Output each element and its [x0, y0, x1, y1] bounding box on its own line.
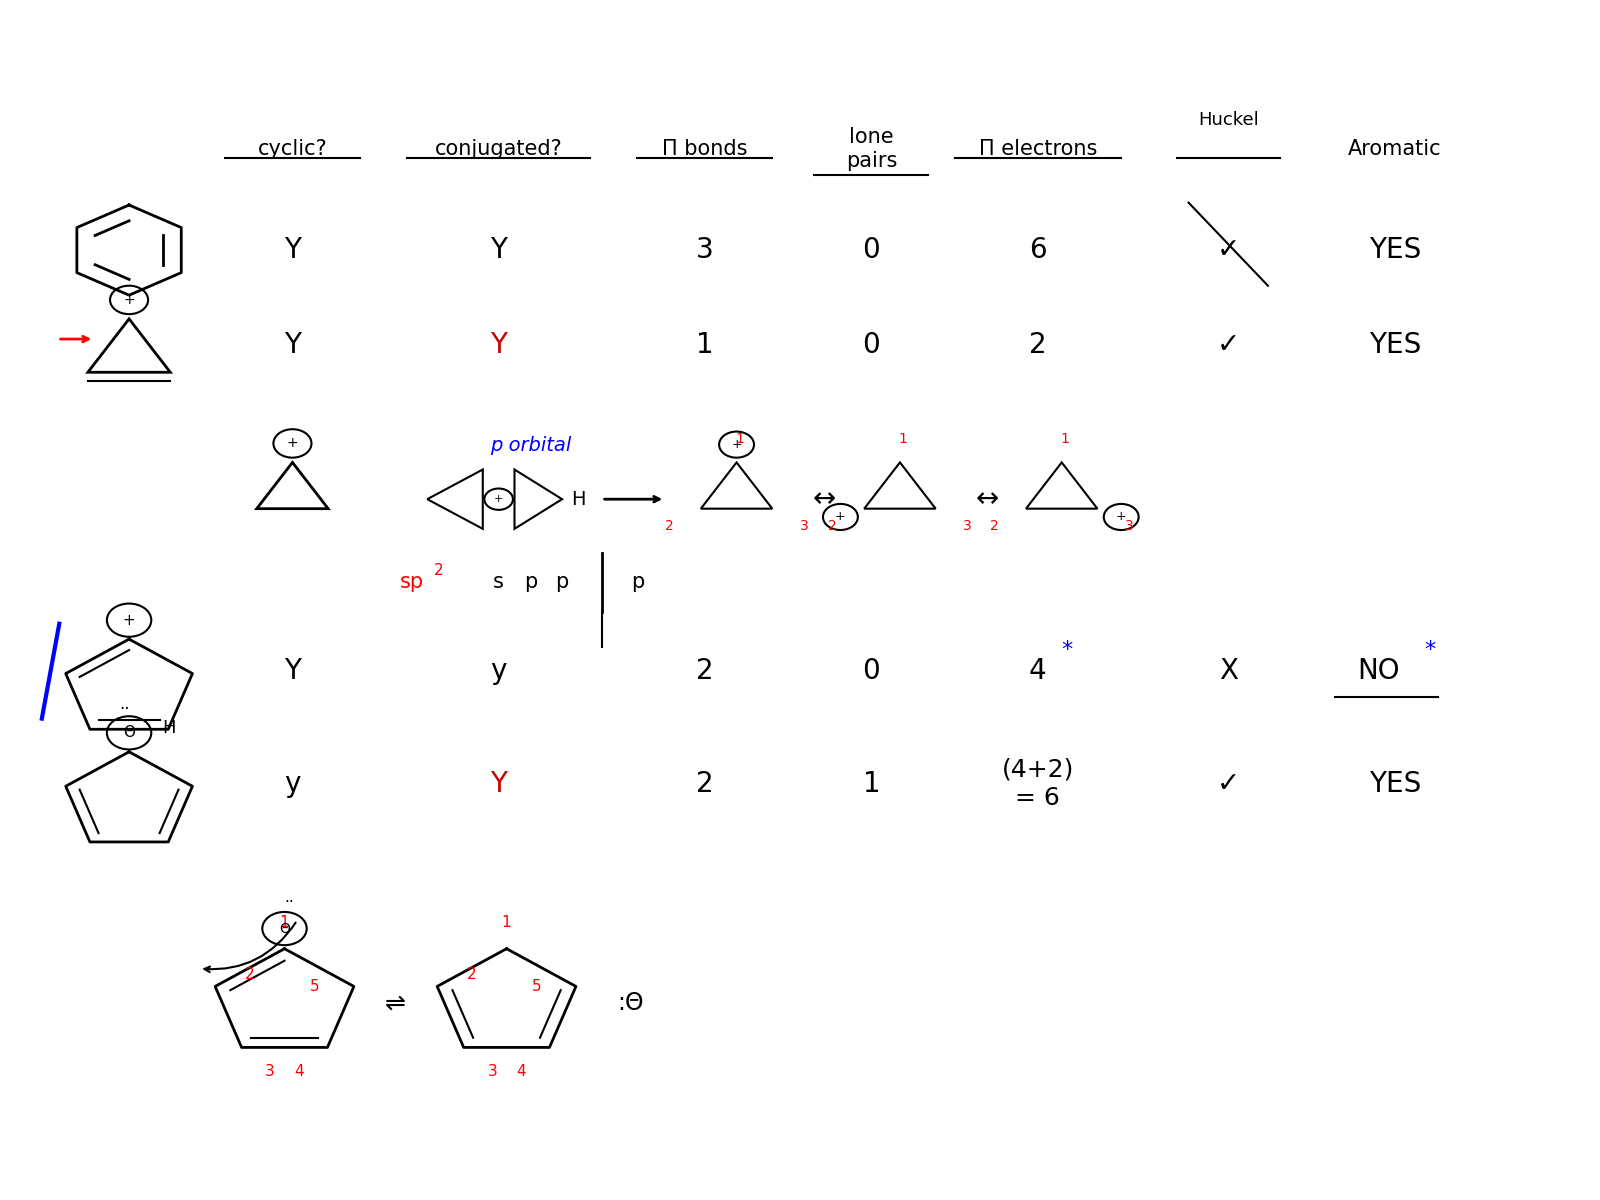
Text: 5: 5 [531, 979, 541, 994]
Circle shape [485, 488, 514, 510]
Text: 1: 1 [736, 432, 744, 445]
Text: ✓: ✓ [1216, 331, 1240, 359]
Circle shape [1104, 504, 1139, 530]
Text: 2: 2 [829, 520, 837, 534]
Text: YES: YES [1368, 236, 1421, 264]
Text: p: p [632, 572, 645, 593]
Text: 4: 4 [517, 1063, 526, 1079]
Text: +: + [835, 510, 846, 523]
Text: Θ: Θ [123, 725, 134, 740]
Text: +: + [494, 494, 504, 504]
Text: 2: 2 [990, 520, 998, 534]
Text: y: y [491, 658, 507, 685]
Text: 2: 2 [664, 520, 674, 534]
Text: +: + [123, 293, 134, 307]
Circle shape [107, 604, 152, 637]
Text: Π bonds: Π bonds [662, 139, 747, 160]
Text: s: s [493, 572, 504, 593]
Text: 3: 3 [1125, 520, 1133, 534]
Text: ↔: ↔ [976, 485, 998, 514]
Text: 2: 2 [434, 563, 443, 578]
Text: 3: 3 [963, 520, 971, 534]
Text: Y: Y [490, 770, 507, 798]
Text: ..: .. [118, 695, 130, 713]
Text: y: y [285, 770, 301, 798]
Text: 6: 6 [1029, 236, 1046, 264]
Text: 0: 0 [862, 236, 880, 264]
Text: 3: 3 [266, 1063, 275, 1079]
Text: Y: Y [490, 236, 507, 264]
Text: p orbital: p orbital [490, 437, 571, 455]
Text: YES: YES [1368, 770, 1421, 798]
Text: Huckel: Huckel [1198, 110, 1259, 128]
Text: 2: 2 [696, 770, 714, 798]
Text: 1: 1 [899, 432, 907, 445]
Text: :Θ: :Θ [618, 991, 643, 1015]
Text: X: X [1219, 658, 1238, 685]
Text: +: + [123, 613, 136, 628]
Text: Π electrons: Π electrons [979, 139, 1098, 160]
Text: 3: 3 [696, 236, 714, 264]
Text: conjugated?: conjugated? [435, 139, 563, 160]
Text: *: * [1424, 640, 1435, 660]
Text: lone: lone [850, 127, 894, 148]
Text: Y: Y [283, 236, 301, 264]
Text: YES: YES [1368, 331, 1421, 359]
Text: ⇌: ⇌ [386, 991, 406, 1015]
Text: 1: 1 [502, 916, 512, 930]
Text: 5: 5 [309, 979, 318, 994]
Text: 3: 3 [488, 1063, 498, 1079]
Text: Θ: Θ [278, 922, 290, 936]
Text: 2: 2 [245, 967, 254, 982]
Circle shape [718, 432, 754, 457]
Text: pairs: pairs [846, 151, 898, 172]
Text: ↔: ↔ [813, 485, 835, 514]
Text: 3: 3 [800, 520, 808, 534]
Text: 4: 4 [1029, 658, 1046, 685]
Text: p: p [555, 572, 568, 593]
Text: 1: 1 [696, 331, 714, 359]
Text: +: + [286, 437, 298, 450]
Text: NO: NO [1358, 658, 1400, 685]
Text: p: p [523, 572, 538, 593]
Text: 0: 0 [862, 331, 880, 359]
Text: Aromatic: Aromatic [1347, 139, 1442, 160]
Text: 0: 0 [862, 658, 880, 685]
Text: (4+2): (4+2) [1002, 757, 1074, 781]
Circle shape [822, 504, 858, 530]
Text: ✓: ✓ [1216, 770, 1240, 798]
Text: 1: 1 [280, 916, 290, 930]
Circle shape [107, 716, 152, 750]
Text: Y: Y [283, 658, 301, 685]
Text: = 6: = 6 [1016, 786, 1061, 810]
Text: Y: Y [490, 331, 507, 359]
Text: +: + [731, 438, 742, 451]
Text: 4: 4 [294, 1063, 304, 1079]
Text: +: + [1115, 510, 1126, 523]
Text: cyclic?: cyclic? [258, 139, 328, 160]
Text: 1: 1 [862, 770, 880, 798]
Text: ..: .. [285, 890, 294, 905]
Text: *: * [1061, 640, 1072, 660]
Text: 2: 2 [1029, 331, 1046, 359]
Text: Y: Y [283, 331, 301, 359]
Text: ✓: ✓ [1216, 236, 1240, 264]
Text: H: H [162, 719, 176, 737]
Circle shape [262, 912, 307, 946]
Text: 1: 1 [1061, 432, 1069, 445]
Text: H: H [571, 490, 586, 509]
Text: 2: 2 [467, 967, 477, 982]
Text: 2: 2 [696, 658, 714, 685]
Text: sp: sp [400, 572, 424, 593]
